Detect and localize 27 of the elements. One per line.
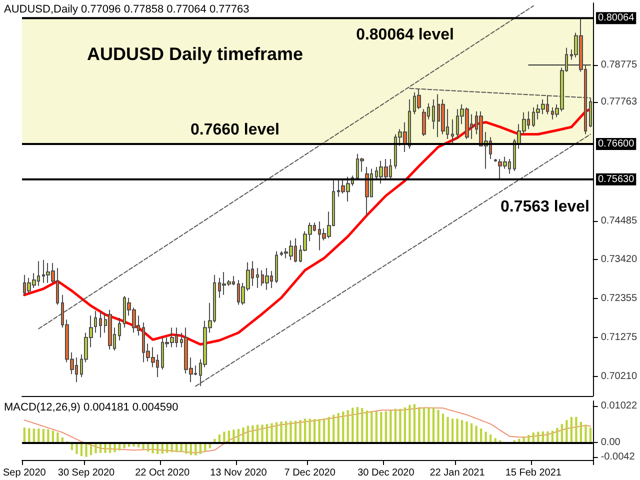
x-tick-label: 30 Dec 2020 xyxy=(358,468,415,478)
y-tick-label: 0.70210 xyxy=(600,370,638,382)
y-tick-label: 0.77763 xyxy=(600,96,638,108)
y-tick-label: 0.74485 xyxy=(600,215,638,226)
y-tick-label: 0.71275 xyxy=(600,332,638,344)
x-tick-label: 7 Dec 2020 xyxy=(284,468,336,478)
x-tick-label: 22 Oct 2020 xyxy=(135,468,190,478)
x-tick-label: 15 Feb 2021 xyxy=(505,468,562,478)
ref-line-label: 0.75630 xyxy=(598,174,635,185)
annotation: 0.7660 level xyxy=(190,122,280,138)
ref-line-label: 0.80064 xyxy=(598,12,635,24)
annotation: 0.7563 level xyxy=(500,198,590,216)
y-tick-label: -0.0042 xyxy=(600,452,636,463)
text: AUDUSD Daily timeframe xyxy=(87,44,304,64)
annotation: MACD(12,26,9) 0.004181 0.004590 xyxy=(4,402,178,414)
x-tick-label: 30 Sep 2020 xyxy=(58,468,116,478)
y-tick-label: 0.78775 xyxy=(600,59,638,70)
x-tick-label: 22 Jan 2021 xyxy=(430,468,486,478)
annotation: 0.80064 level xyxy=(356,26,454,44)
annotation: AUDUSD,Daily 0.77096 0.77858 0.77064 0.77763 xyxy=(4,4,250,16)
x-tick-label: 13 Nov 2020 xyxy=(210,468,268,478)
x-tick-label: Sep 2020 xyxy=(2,468,46,478)
y-tick-label: 0.00 xyxy=(600,436,621,448)
y-tick-label: 0.73420 xyxy=(600,254,638,266)
y-tick-label: 0.72355 xyxy=(600,292,638,304)
ref-line-label: 0.76600 xyxy=(598,138,635,150)
y-tick-label: 0.01022 xyxy=(600,400,638,412)
